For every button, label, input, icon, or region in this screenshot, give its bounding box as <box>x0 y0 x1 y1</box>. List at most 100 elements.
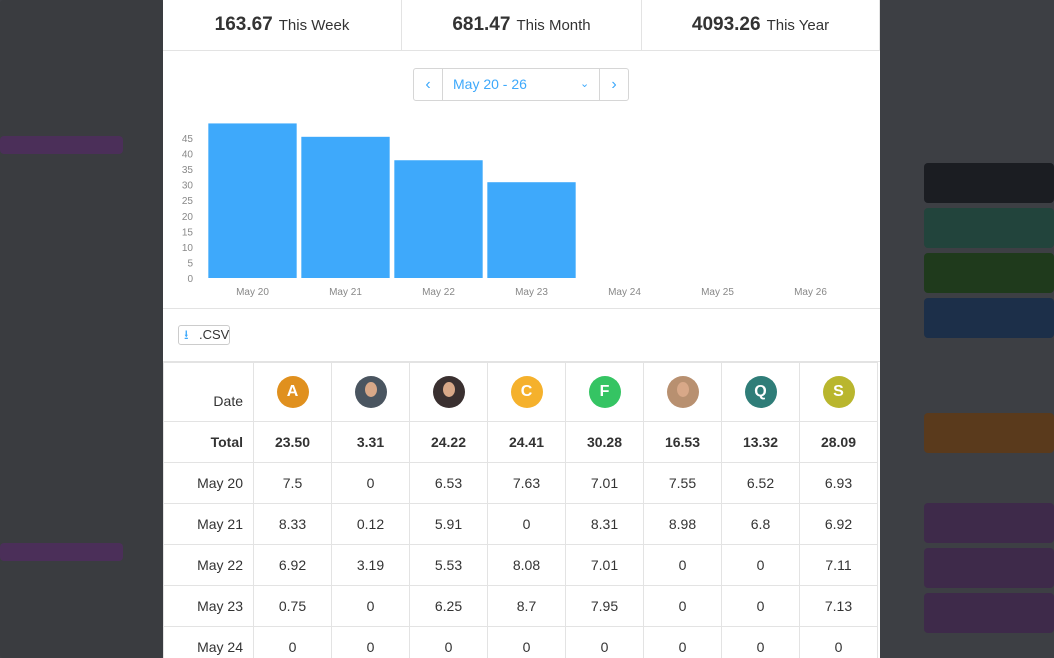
cell: 0 <box>721 585 800 627</box>
cell: 0 <box>643 626 722 658</box>
stat-value: 681.47 <box>452 14 511 35</box>
cell: 0 <box>565 626 644 658</box>
y-tick-label: 30 <box>182 181 194 192</box>
cell: 7.01 <box>565 544 644 586</box>
stat: 4093.26 This Year <box>642 0 880 51</box>
y-tick-label: 25 <box>182 196 194 207</box>
cell: 7.11 <box>799 544 878 586</box>
cell: 6.53 <box>409 462 488 504</box>
stat-label: This Year <box>766 16 830 34</box>
divider <box>163 361 880 362</box>
avatar: Q <box>744 376 777 408</box>
row-label: May 22 <box>163 544 254 586</box>
cell: 7.01 <box>565 462 644 504</box>
y-tick-label: 35 <box>182 165 194 176</box>
cell: 0 <box>643 585 722 627</box>
dropdown-caret: ⌄ <box>580 78 590 90</box>
avatar-photo <box>354 376 387 408</box>
row-label: May 24 <box>163 626 254 658</box>
modal: 163.67 This Week 681.47 This Month 4093.26 Th… <box>163 0 880 658</box>
backdrop-tag <box>924 298 1054 338</box>
cell: 24.41 <box>487 421 566 463</box>
x-tick-label: May 24 <box>608 287 641 298</box>
cell: 5.91 <box>409 503 488 545</box>
x-tick-label: May 23 <box>515 287 548 298</box>
cell: 8.7 <box>487 585 566 627</box>
backdrop-tag <box>924 253 1054 293</box>
header-cell: Date <box>163 362 254 422</box>
avatar-photo <box>666 376 699 408</box>
download-icon: ⭳ <box>184 327 189 342</box>
cell: 7.95 <box>565 585 644 627</box>
cell: 0.12 <box>331 503 410 545</box>
cell: 0 <box>487 626 566 658</box>
cell: 8.33 <box>253 503 332 545</box>
row-label: May 20 <box>163 462 254 504</box>
stat-label: This Month <box>516 16 591 34</box>
backdrop-tag <box>924 163 1054 203</box>
y-tick-label: 20 <box>182 212 194 223</box>
total-row: Total 23.50 3.31 24.22 24.41 30.28 16.53 13.32 2… <box>163 421 878 463</box>
cell: 8.98 <box>643 503 722 545</box>
row-label: May 23 <box>163 585 254 627</box>
cell: 0 <box>331 585 410 627</box>
csv-label: .CSV <box>199 327 230 342</box>
cell: 23.50 <box>253 421 332 463</box>
cell: 6.92 <box>799 503 878 545</box>
cell: 6.52 <box>721 462 800 504</box>
avatar-cell: C <box>487 362 566 422</box>
next-button[interactable]: › <box>599 69 628 100</box>
cell: 0 <box>487 503 566 545</box>
stat: 681.47 This Month <box>402 0 642 51</box>
stat: 163.67 This Week <box>163 0 402 51</box>
backdrop-tag <box>924 208 1054 248</box>
y-tick-label: 15 <box>182 227 194 238</box>
x-tick-label: May 22 <box>422 287 455 298</box>
cell: 16.53 <box>643 421 722 463</box>
csv-button[interactable]: ⭳ .CSV <box>178 325 230 345</box>
avatar-cell: S <box>799 362 878 422</box>
backdrop-tag <box>0 136 123 154</box>
bar <box>394 160 483 278</box>
table-row: May 22 6.92 3.19 5.53 8.08 7.01 0 0 7.11 <box>163 544 878 586</box>
cell: 0 <box>331 626 410 658</box>
table-row: May 20 7.5 0 6.53 7.63 7.01 7.55 6.52 6.93 <box>163 462 878 504</box>
avatar-cell: Q <box>721 362 800 422</box>
avatar: S <box>822 376 855 408</box>
cell: 0 <box>253 626 332 658</box>
avatar-cell <box>643 362 722 422</box>
bar <box>208 123 297 278</box>
cell: 0 <box>721 626 800 658</box>
table-row: May 24 0 0 0 0 0 0 0 0 <box>163 626 878 658</box>
cell: 6.92 <box>253 544 332 586</box>
cell: 0 <box>409 626 488 658</box>
prev-button[interactable]: ‹ <box>414 69 443 100</box>
cell: 8.08 <box>487 544 566 586</box>
cell: 0 <box>643 544 722 586</box>
backdrop-tag <box>0 543 123 561</box>
date-nav[interactable]: ‹ May 20 - 26 ⌄ › <box>413 68 629 101</box>
avatar: F <box>588 376 621 408</box>
y-tick-label: 45 <box>182 134 194 145</box>
row-label: May 21 <box>163 503 254 545</box>
backdrop-tag <box>924 413 1054 453</box>
backdrop-tag <box>924 593 1054 633</box>
avatar-face <box>442 382 455 397</box>
bar <box>487 182 576 278</box>
avatar-cell <box>409 362 488 422</box>
x-tick-label: May 20 <box>236 287 269 298</box>
y-tick-label: 40 <box>182 150 194 161</box>
cell: 3.31 <box>331 421 410 463</box>
hours-table: Date A C F Q S Total 23.50 3.31 24.22 24.41 30.28 16… <box>163 362 878 658</box>
cell: 28.09 <box>799 421 878 463</box>
cell: 7.13 <box>799 585 878 627</box>
cell: 6.25 <box>409 585 488 627</box>
y-tick-label: 0 <box>187 274 193 285</box>
avatar-photo <box>432 376 465 408</box>
date-range[interactable]: May 20 - 26 <box>453 76 527 92</box>
avatar-face <box>676 382 689 397</box>
cell: 6.93 <box>799 462 878 504</box>
table-row: May 21 8.33 0.12 5.91 0 8.31 8.98 6.8 6.92 <box>163 503 878 545</box>
cell: 3.19 <box>331 544 410 586</box>
